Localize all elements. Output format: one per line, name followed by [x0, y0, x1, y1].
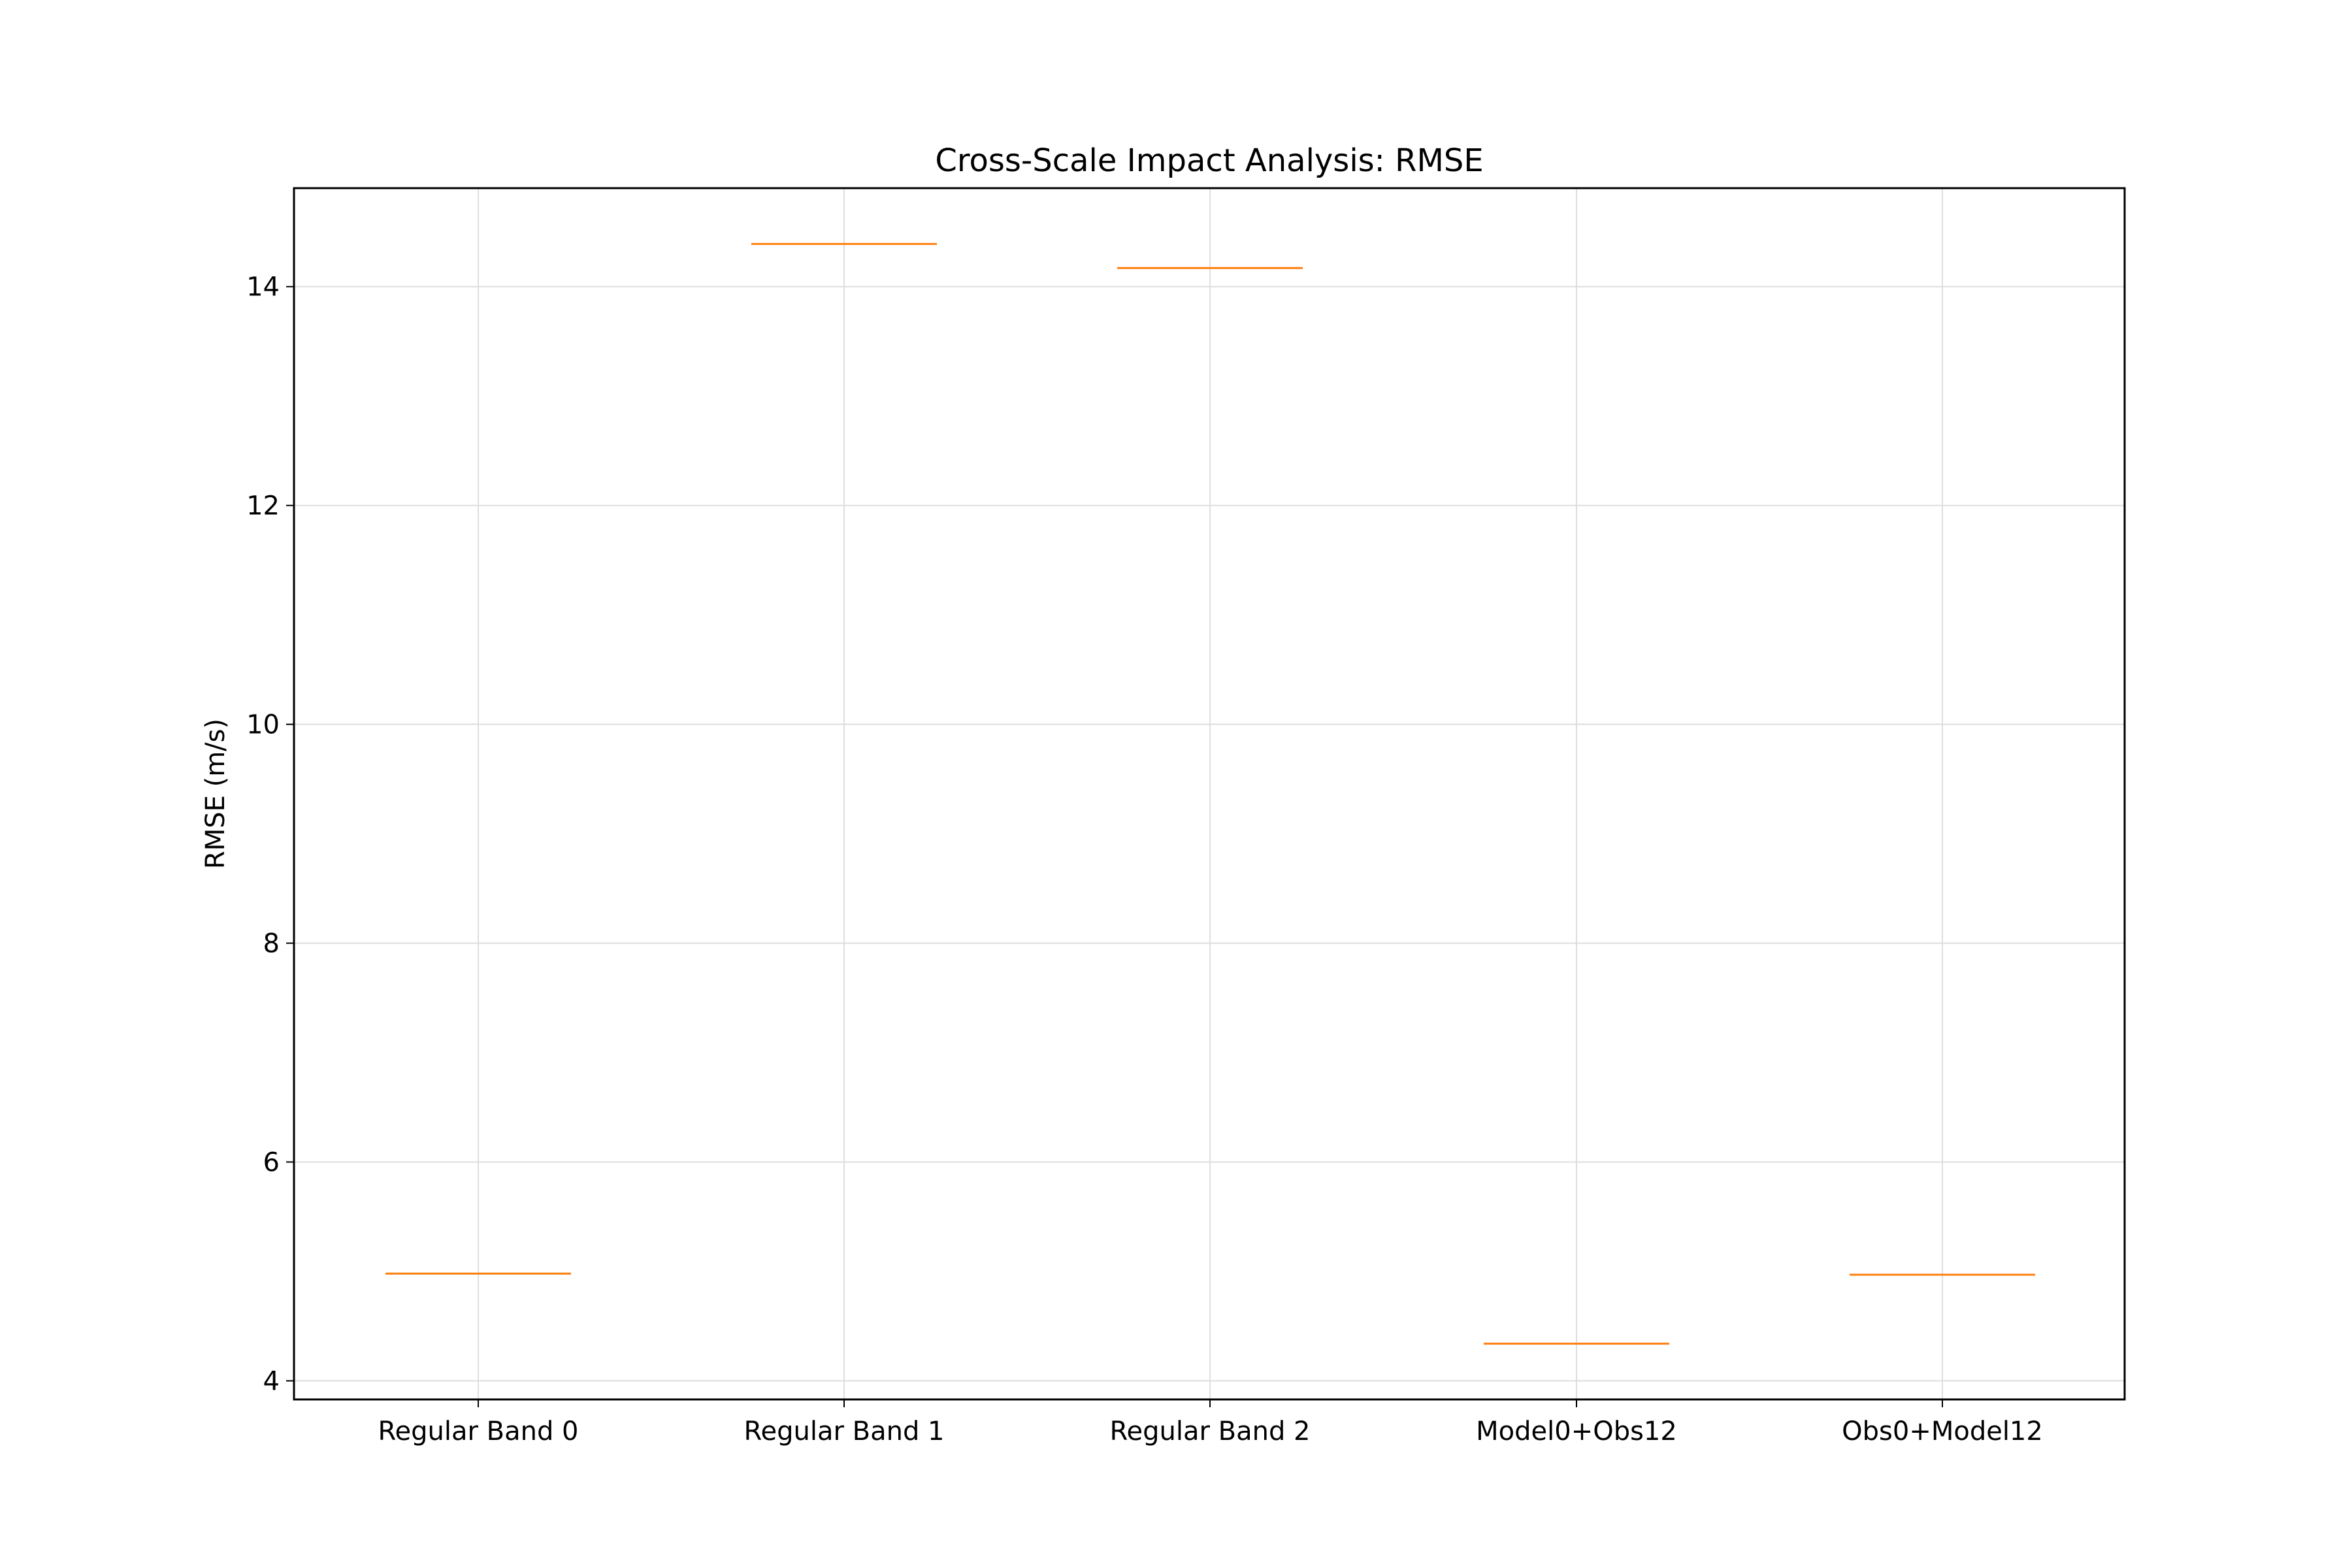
- y-tick-label: 10: [246, 710, 280, 740]
- x-tick-label: Model0+Obs12: [1476, 1416, 1677, 1446]
- y-tick-label: 4: [263, 1367, 280, 1397]
- y-tick-label: 14: [246, 272, 280, 302]
- x-tick-label: Regular Band 0: [378, 1416, 579, 1446]
- x-tick-label: Obs0+Model12: [1842, 1416, 2043, 1446]
- chart-title: Cross-Scale Impact Analysis: RMSE: [935, 142, 1483, 179]
- y-tick-label: 6: [263, 1148, 280, 1178]
- ticks-layer: 4 6 8 10 12 14 Regular Band 0 Regular Band 1 Reg…: [246, 272, 2043, 1446]
- y-tick-label: 8: [263, 929, 280, 959]
- marks-layer: [385, 242, 2035, 1345]
- y-axis-label: RMSE (m/s): [201, 719, 231, 869]
- x-tick-label: Regular Band 2: [1110, 1416, 1311, 1446]
- grid-layer: [294, 188, 2125, 1399]
- x-tick-label: Regular Band 1: [744, 1416, 945, 1446]
- y-tick-label: 12: [246, 491, 280, 521]
